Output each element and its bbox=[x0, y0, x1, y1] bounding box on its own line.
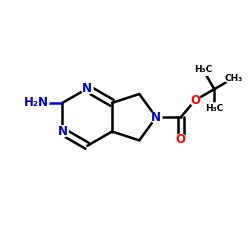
Ellipse shape bbox=[82, 83, 93, 94]
Text: O: O bbox=[176, 133, 186, 146]
Ellipse shape bbox=[193, 64, 213, 76]
Text: H₃C: H₃C bbox=[194, 66, 212, 74]
Ellipse shape bbox=[225, 72, 242, 84]
Ellipse shape bbox=[176, 134, 186, 144]
Ellipse shape bbox=[24, 97, 49, 108]
Ellipse shape bbox=[204, 103, 224, 115]
Text: N: N bbox=[58, 125, 68, 138]
Ellipse shape bbox=[150, 112, 162, 123]
Text: N: N bbox=[151, 111, 161, 124]
Text: H₃C: H₃C bbox=[205, 104, 224, 113]
Ellipse shape bbox=[57, 126, 68, 137]
Ellipse shape bbox=[190, 95, 200, 106]
Text: O: O bbox=[190, 94, 200, 107]
Text: CH₃: CH₃ bbox=[224, 74, 242, 82]
Text: N: N bbox=[82, 82, 92, 95]
Text: H₂N: H₂N bbox=[24, 96, 49, 109]
